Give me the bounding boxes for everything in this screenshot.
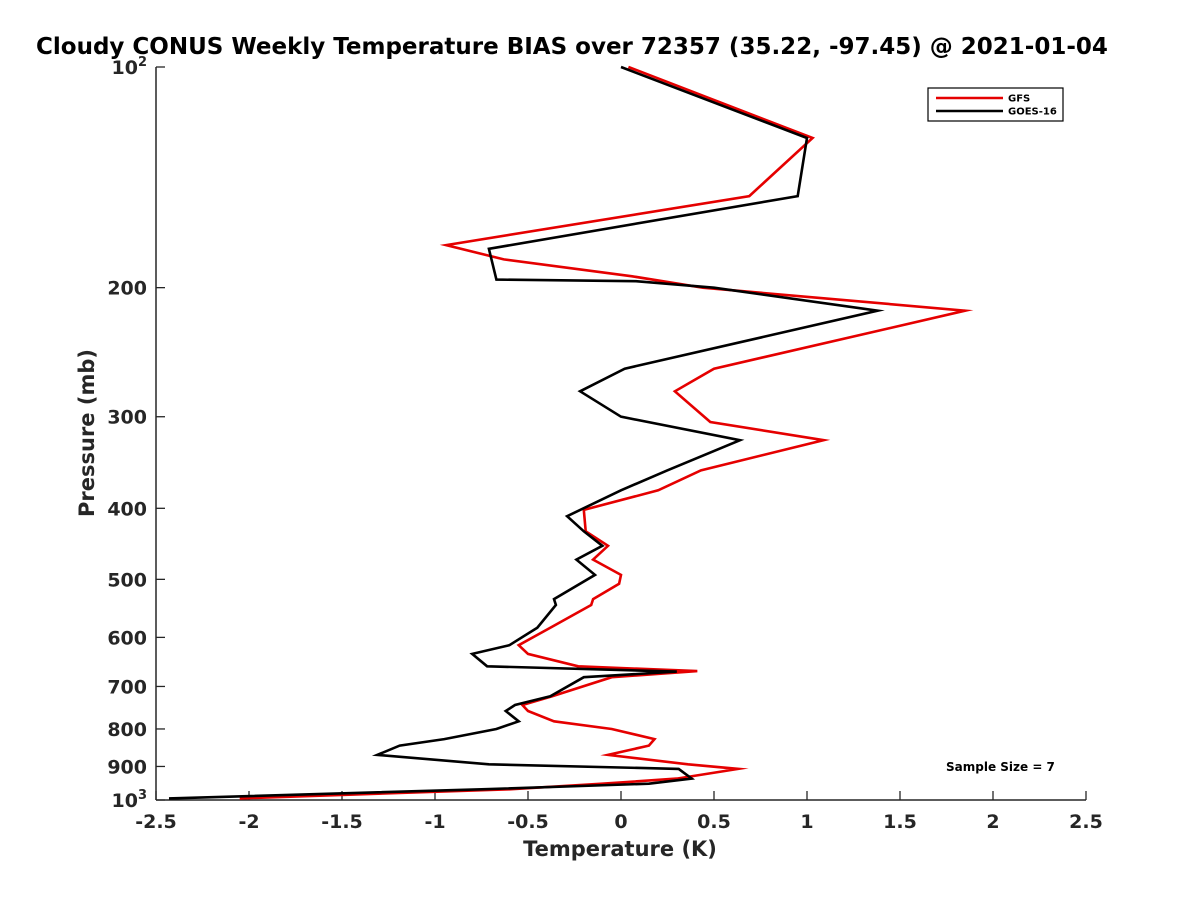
x-tick-label: -2.5 xyxy=(135,811,177,833)
x-tick-label: 2.5 xyxy=(1069,811,1103,833)
series-line-goes-16 xyxy=(168,65,885,800)
legend-label: GFS xyxy=(1008,94,1030,105)
x-tick-label: 0.5 xyxy=(697,811,731,833)
chart-title: Cloudy CONUS Weekly Temperature BIAS ove… xyxy=(36,34,1108,60)
legend-box xyxy=(927,87,1064,122)
x-tick-label: 2 xyxy=(986,811,999,833)
y-tick-label: 103 xyxy=(112,788,148,812)
legend-label: GOES-16 xyxy=(1008,107,1057,118)
ticks: -2.5 -2 -1.5 -1 -0.5 0 0.5 1 1.5 2 2.5 102 200 300 400… xyxy=(107,55,1103,833)
y-tick-label: 102 xyxy=(112,55,148,79)
x-tick-label: 1 xyxy=(800,811,813,833)
series-layer xyxy=(168,65,974,800)
y-tick-label: 600 xyxy=(107,627,147,649)
y-tick-label: 200 xyxy=(107,278,147,300)
legend: GFS GOES-16 xyxy=(927,87,1064,122)
x-tick-label: 1.5 xyxy=(883,811,917,833)
x-tick-label: 0 xyxy=(614,811,627,833)
x-axis-label: Temperature (K) xyxy=(523,837,717,861)
y-tick-label: 400 xyxy=(107,498,147,520)
y-tick-label: 500 xyxy=(107,569,147,591)
series-line-gfs xyxy=(239,65,974,800)
y-tick-label: 900 xyxy=(107,756,147,778)
y-tick-label: 700 xyxy=(107,676,147,698)
y-tick-label: 300 xyxy=(107,407,147,429)
x-tick-label: -1 xyxy=(424,811,445,833)
y-axis-label: Pressure (mb) xyxy=(75,349,99,517)
x-tick-label: -1.5 xyxy=(321,811,363,833)
x-tick-label: -0.5 xyxy=(507,811,549,833)
y-tick-label: 800 xyxy=(107,719,147,741)
x-tick-label: -2 xyxy=(238,811,259,833)
sample-size-annotation: Sample Size = 7 xyxy=(946,760,1055,774)
